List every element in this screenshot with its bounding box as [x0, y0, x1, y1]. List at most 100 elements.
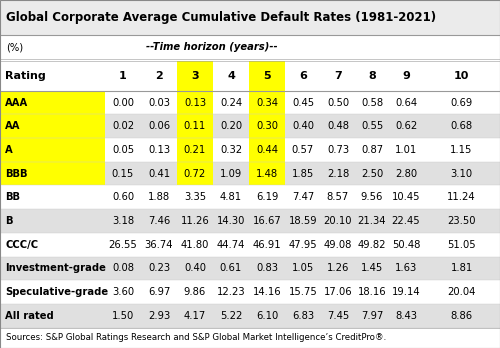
Text: Sources: S&P Global Ratings Research and S&P Global Market Intelligence’s Credit: Sources: S&P Global Ratings Research and…	[6, 333, 386, 342]
Text: 6.10: 6.10	[256, 311, 278, 321]
Text: 17.06: 17.06	[324, 287, 352, 297]
Bar	[249, 162, 285, 185]
Text: 4: 4	[227, 71, 235, 81]
Text: 0.21: 0.21	[184, 145, 206, 155]
Text: 14.16: 14.16	[252, 287, 282, 297]
Bar	[0, 162, 105, 185]
Text: 6.19: 6.19	[256, 192, 278, 202]
Text: 1.09: 1.09	[220, 169, 242, 179]
Text: Speculative-grade: Speculative-grade	[5, 287, 108, 297]
Text: 1.63: 1.63	[395, 263, 417, 274]
Text: 1.88: 1.88	[148, 192, 170, 202]
Text: 4.17: 4.17	[184, 311, 206, 321]
Text: 1.15: 1.15	[450, 145, 472, 155]
Bar	[0, 162, 500, 185]
Text: 10: 10	[454, 71, 469, 81]
Text: 0.48: 0.48	[327, 121, 349, 131]
Text: 2.18: 2.18	[327, 169, 349, 179]
Text: 18.16: 18.16	[358, 287, 386, 297]
Text: 0.24: 0.24	[220, 97, 242, 108]
Text: 9.56: 9.56	[361, 192, 383, 202]
Bar	[0, 233, 500, 256]
Text: 0.73: 0.73	[327, 145, 349, 155]
Text: Rating: Rating	[5, 71, 46, 81]
Text: 11.24: 11.24	[447, 192, 476, 202]
Text: 8.86: 8.86	[450, 311, 472, 321]
Bar	[177, 61, 213, 91]
Text: 47.95: 47.95	[288, 240, 318, 250]
Bar	[0, 61, 500, 91]
Text: 6.97: 6.97	[148, 287, 170, 297]
Text: 20.10: 20.10	[324, 216, 352, 226]
Text: 0.40: 0.40	[184, 263, 206, 274]
Text: 4.81: 4.81	[220, 192, 242, 202]
Text: 1.48: 1.48	[256, 169, 278, 179]
Bar	[0, 280, 500, 304]
Bar	[0, 327, 500, 348]
Bar	[0, 0, 500, 35]
Bar	[0, 138, 500, 162]
Text: 0.05: 0.05	[112, 145, 134, 155]
Text: 6.83: 6.83	[292, 311, 314, 321]
Bar	[177, 138, 213, 162]
Text: 3.60: 3.60	[112, 287, 134, 297]
Text: 7.97: 7.97	[361, 311, 383, 321]
Text: 23.50: 23.50	[448, 216, 476, 226]
Text: 3.10: 3.10	[450, 169, 472, 179]
Text: 9.86: 9.86	[184, 287, 206, 297]
Text: 44.74: 44.74	[217, 240, 245, 250]
Text: 2.93: 2.93	[148, 311, 170, 321]
Text: 3.35: 3.35	[184, 192, 206, 202]
Bar	[177, 162, 213, 185]
Text: 11.26: 11.26	[180, 216, 210, 226]
Text: 50.48: 50.48	[392, 240, 420, 250]
Text: 7.45: 7.45	[327, 311, 349, 321]
Text: 3: 3	[191, 71, 199, 81]
Text: B: B	[5, 216, 12, 226]
Bar	[0, 256, 500, 280]
Text: 21.34: 21.34	[358, 216, 386, 226]
Text: 1.01: 1.01	[395, 145, 417, 155]
Text: 0.34: 0.34	[256, 97, 278, 108]
Text: 0.87: 0.87	[361, 145, 383, 155]
Text: 19.14: 19.14	[392, 287, 420, 297]
Bar	[0, 185, 500, 209]
Bar	[249, 91, 285, 114]
Text: 1: 1	[119, 71, 127, 81]
Text: AAA: AAA	[5, 97, 28, 108]
Text: 22.45: 22.45	[392, 216, 420, 226]
Text: 1.05: 1.05	[292, 263, 314, 274]
Bar	[0, 59, 500, 61]
Text: 5: 5	[263, 71, 271, 81]
Text: 0.02: 0.02	[112, 121, 134, 131]
Text: 0.72: 0.72	[184, 169, 206, 179]
Text: 8.57: 8.57	[327, 192, 349, 202]
Text: BB: BB	[5, 192, 20, 202]
Text: 0.13: 0.13	[184, 97, 206, 108]
Bar	[0, 91, 105, 114]
Text: 0.23: 0.23	[148, 263, 170, 274]
Text: 12.23: 12.23	[216, 287, 246, 297]
Text: 0.44: 0.44	[256, 145, 278, 155]
Bar	[0, 114, 500, 138]
Text: 0.58: 0.58	[361, 97, 383, 108]
Text: 0.60: 0.60	[112, 192, 134, 202]
Bar	[0, 138, 105, 162]
Text: 1.26: 1.26	[327, 263, 349, 274]
Text: 0.00: 0.00	[112, 97, 134, 108]
Text: 7: 7	[334, 71, 342, 81]
Text: 26.55: 26.55	[108, 240, 138, 250]
Bar	[0, 209, 500, 233]
Text: All rated: All rated	[5, 311, 54, 321]
Bar	[0, 91, 500, 114]
Text: 1.45: 1.45	[361, 263, 383, 274]
Text: 0.68: 0.68	[450, 121, 472, 131]
Text: 0.64: 0.64	[395, 97, 417, 108]
Bar	[249, 114, 285, 138]
Text: 0.61: 0.61	[220, 263, 242, 274]
Text: 0.03: 0.03	[148, 97, 170, 108]
Text: 0.06: 0.06	[148, 121, 170, 131]
Text: 14.30: 14.30	[217, 216, 245, 226]
Text: 0.30: 0.30	[256, 121, 278, 131]
Text: 0.11: 0.11	[184, 121, 206, 131]
